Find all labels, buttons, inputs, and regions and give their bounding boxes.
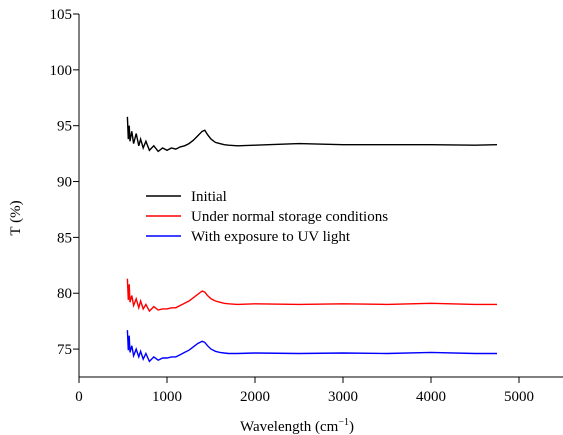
x-tick-label: 5000 [504,389,534,405]
y-tick-label: 100 [50,63,73,79]
y-tick-label: 75 [57,342,72,358]
legend: Initial Under normal storage conditions Wi… [146,189,388,245]
x-axis-label: Wavelength (cm−1) [240,417,354,435]
y-tick-label: 80 [57,286,72,302]
legend-label: Initial [191,189,227,205]
series-line [126,116,498,153]
legend-label: With exposure to UV light [191,229,351,245]
series-line [126,330,497,363]
y-tick-label: 105 [50,7,73,23]
x-tick-label: 4000 [416,389,446,405]
legend-label: Under normal storage conditions [191,209,388,225]
series-layer [126,116,498,363]
y-tick-label: 95 [57,119,72,135]
x-tick-label: 2000 [240,389,270,405]
x-tick-label: 0 [75,389,83,405]
y-tick-label: 90 [57,175,72,191]
axes: 75 80 85 90 95 100 105 0 1000 2000 3000 4000 5000 [50,7,563,405]
series-line [126,278,497,313]
y-tick-label: 85 [57,230,72,246]
x-tick-label: 3000 [328,389,358,405]
y-axis-label: T (%) [8,200,24,235]
x-tick-label: 1000 [152,389,182,405]
